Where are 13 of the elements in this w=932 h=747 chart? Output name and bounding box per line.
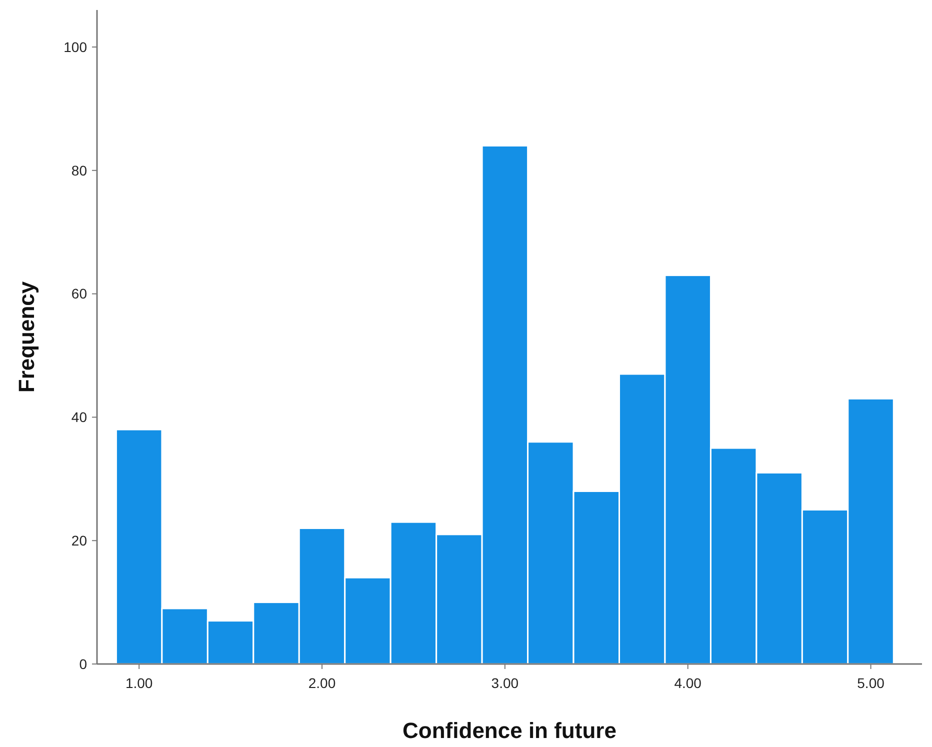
x-tick-label: 2.00 — [308, 675, 336, 691]
x-tick-label: 3.00 — [491, 675, 519, 691]
x-tick-label: 5.00 — [857, 675, 885, 691]
y-tick-label: 100 — [64, 38, 88, 55]
x-tick-label: 1.00 — [125, 675, 153, 691]
y-tick-label: 20 — [71, 532, 88, 549]
y-tick-label: 0 — [79, 656, 88, 672]
x-axis-title: Confidence in future — [402, 718, 616, 743]
y-tick-label: 80 — [71, 162, 88, 178]
y-tick-label: 60 — [71, 286, 88, 302]
y-axis-title: Frequency — [14, 280, 39, 393]
y-tick-label: 40 — [71, 409, 88, 426]
x-tick-label: 4.00 — [674, 675, 702, 691]
